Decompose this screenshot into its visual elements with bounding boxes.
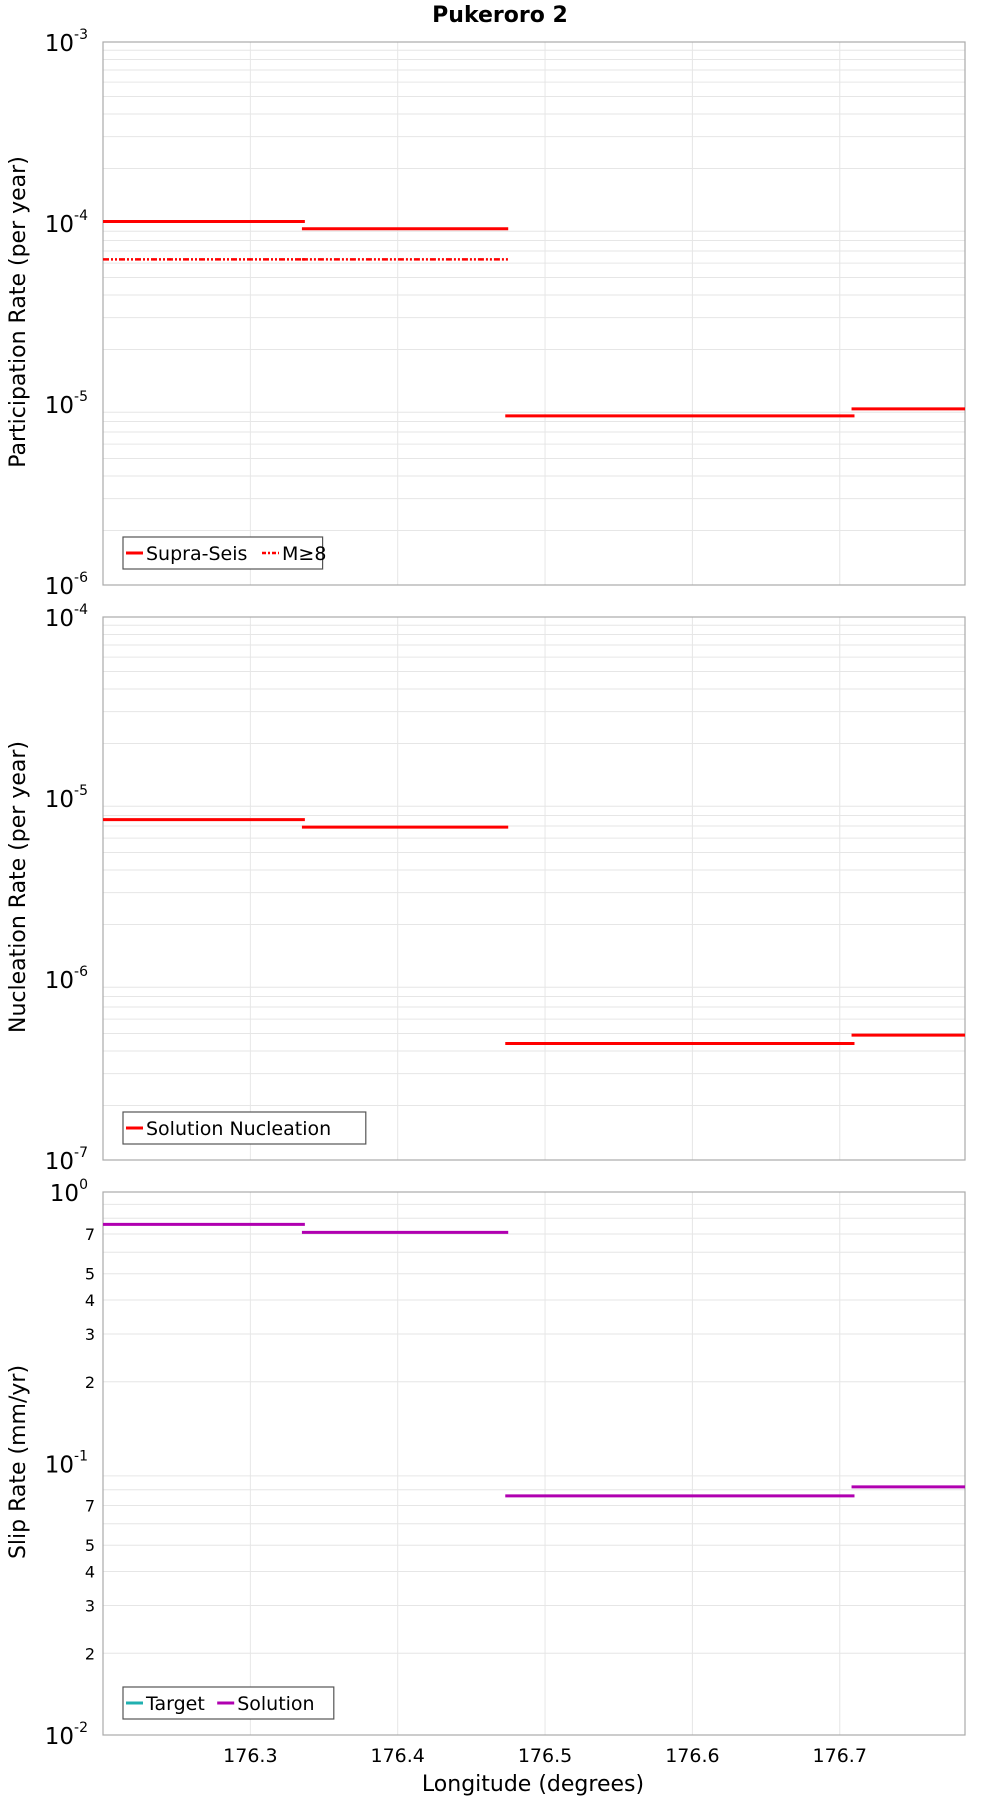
legend-box — [122, 1111, 367, 1145]
y-axis-label: Participation Rate (per year) — [6, 156, 31, 468]
y-tick-label: 10-5 — [45, 783, 88, 813]
y-minor-tick-label: 4 — [85, 1563, 95, 1582]
y-minor-tick-label: 2 — [85, 1644, 95, 1663]
y-tick-label: 10-6 — [45, 964, 88, 994]
legend-label: Supra-Seis — [146, 543, 247, 565]
y-tick-label: 10-1 — [45, 1449, 88, 1479]
x-tick-label: 176.5 — [518, 1745, 572, 1767]
x-tick-label: 176.6 — [665, 1745, 719, 1767]
nucleation-rate-panel: Nucleation Rate (per year) 10-7 10-6 10-5 1… — [6, 602, 966, 1175]
x-tick-label: 176.4 — [370, 1745, 424, 1767]
y-axis-label: Slip Rate (mm/yr) — [6, 1365, 31, 1559]
y-tick-label: 10-4 — [45, 208, 88, 238]
y-minor-tick-label: 5 — [85, 1265, 95, 1284]
y-tick-label: 10-5 — [45, 389, 88, 419]
y-minor-tick-label: 5 — [85, 1536, 95, 1555]
x-axis-label: Longitude (degrees) — [422, 1772, 644, 1797]
legend-label: Solution Nucleation — [146, 1118, 331, 1140]
chart-title: Pukeroro 2 — [432, 3, 568, 28]
y-minor-tick-label: 7 — [85, 1497, 95, 1516]
plot-frame — [102, 41, 966, 586]
plot-frame — [102, 616, 966, 1161]
legend-label: M≥8 — [282, 543, 326, 565]
x-tick-label: 176.3 — [223, 1745, 277, 1767]
slip-rate-panel: Slip Rate (mm/yr) 10-2 10-1 100 2 3 4 5 7 2 3 4 5 7 T… — [6, 1177, 966, 1767]
y-minor-tick-label: 4 — [85, 1291, 95, 1310]
y-tick-label: 10-6 — [45, 570, 88, 600]
y-tick-label: 10-2 — [45, 1720, 88, 1750]
y-minor-tick-label: 7 — [85, 1225, 95, 1244]
y-tick-label: 10-4 — [45, 602, 88, 632]
participation-rate-panel: Participation Rate (per year) 10-6 10-5 10… — [6, 27, 966, 600]
legend-box — [122, 536, 324, 570]
y-minor-tick-label: 3 — [85, 1596, 95, 1615]
y-tick-label: 10-3 — [45, 27, 88, 57]
y-tick-label: 100 — [50, 1177, 88, 1207]
y-minor-tick-label: 3 — [85, 1325, 95, 1344]
legend-label: Target — [145, 1693, 205, 1715]
x-tick-label: 176.7 — [813, 1745, 867, 1767]
y-axis-label: Nucleation Rate (per year) — [6, 741, 31, 1033]
legend-label: Solution — [237, 1693, 314, 1715]
y-minor-tick-label: 2 — [85, 1373, 95, 1392]
plot-frame — [102, 1191, 966, 1736]
y-tick-label: 10-7 — [45, 1145, 88, 1175]
